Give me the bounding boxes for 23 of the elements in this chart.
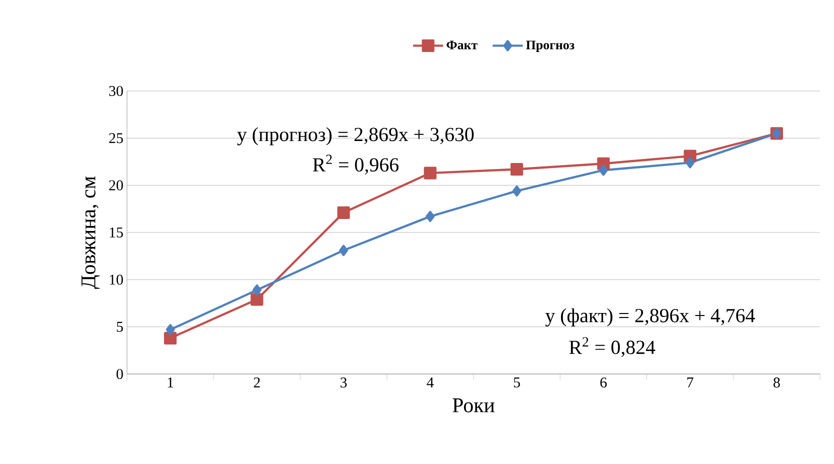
annotation: y (прогноз) = 2,869x + 3,630 <box>237 127 474 146</box>
annotation: R$^{2}$ = 0,824 <box>569 337 656 357</box>
x-tick-label: 5 <box>514 378 520 388</box>
x-tick-label: 7 <box>687 378 694 388</box>
legend-label: Прогноз <box>526 40 574 52</box>
y-tick-label: 10 <box>110 274 123 285</box>
x-tick-label: 4 <box>426 378 434 388</box>
legend-label: Факт <box>446 40 478 50</box>
x-tick-label: 6 <box>600 378 607 388</box>
x-tick-label: 2 <box>254 378 260 388</box>
y-axis-title: Довжина, см <box>82 176 100 289</box>
y-tick-label: 25 <box>109 133 123 144</box>
x-axis-title: Роки <box>452 398 494 412</box>
y-tick-label: 20 <box>109 180 123 190</box>
y-tick-label: 5 <box>116 322 123 332</box>
x-tick-label: 3 <box>340 378 347 388</box>
y-tick-label: 0 <box>116 368 123 380</box>
y-tick-label: 15 <box>110 227 123 238</box>
annotation: R$^{2}$ = 0,966 <box>312 154 399 174</box>
y-tick-label: 30 <box>109 86 123 96</box>
annotation: y (факт) = 2,896x + 4,764 <box>545 308 755 326</box>
x-tick-label: 8 <box>774 378 780 388</box>
x-tick-label: 1 <box>168 378 174 388</box>
